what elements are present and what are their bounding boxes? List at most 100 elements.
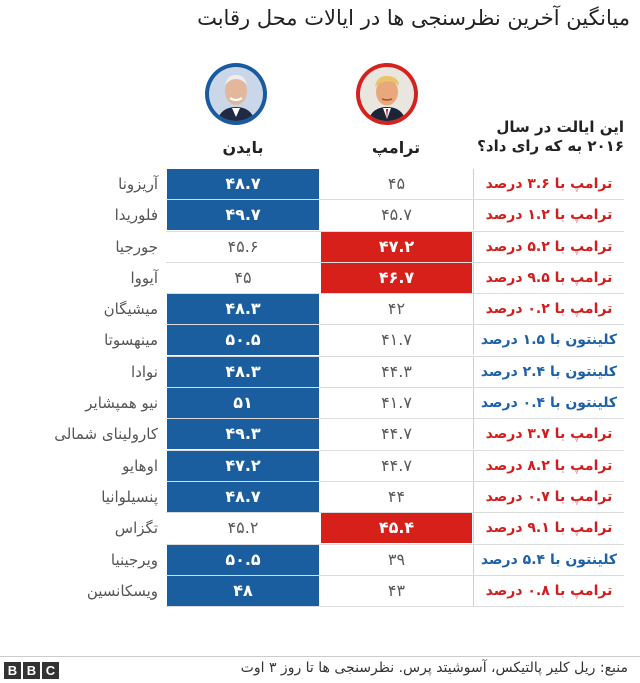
- trump-value: ۴۷.۲: [321, 231, 472, 262]
- biden-value: ۴۵.۲: [167, 513, 319, 544]
- trump-value: ۴۱.۷: [321, 325, 472, 356]
- biden-value: ۴۸.۷: [167, 169, 319, 199]
- trump-value: ۴۴.۷: [321, 419, 472, 450]
- row-divider: [166, 606, 624, 608]
- biden-portrait: [205, 63, 267, 125]
- result-divider: [473, 450, 624, 481]
- bbc-logo-letter: C: [42, 662, 59, 679]
- state-name: مینهسوتا: [104, 331, 158, 350]
- vote-2016-result: ترامپ با ۹.۱ درصد: [485, 520, 613, 537]
- result-divider: [473, 513, 624, 544]
- biden-value: ۴۸: [167, 575, 319, 606]
- state-name: نیو همپشایر: [85, 394, 158, 413]
- trump-value: ۴۴: [321, 481, 472, 512]
- row-divider: [166, 355, 624, 357]
- vote-2016-result: ترامپ با ۳.۶ درصد: [485, 176, 613, 192]
- state-name: جورجیا: [115, 237, 158, 256]
- table-row: مینهسوتا ۵۰.۵ ۴۱.۷ کلینتون با ۱.۵ درصد: [0, 325, 640, 357]
- trump-portrait: [356, 63, 418, 125]
- trump-photo: [360, 67, 414, 121]
- trump-value: ۳۹: [321, 544, 472, 575]
- result-divider: [473, 169, 624, 199]
- state-name: اوهایو: [122, 456, 158, 475]
- row-divider: [166, 574, 624, 576]
- biden-value: ۴۵.۶: [167, 231, 319, 262]
- vote-2016-result: ترامپ با ۱.۲ درصد: [485, 207, 613, 224]
- result-divider: [473, 356, 624, 387]
- biden-value: ۵۱: [167, 388, 319, 419]
- row-divider: [166, 293, 624, 295]
- trump-value: ۴۶.۷: [321, 262, 472, 293]
- table-row: اوهایو ۴۷.۲ ۴۴.۷ ترامپ با ۸.۲ درصد: [0, 450, 640, 482]
- state-name: نوادا: [131, 362, 158, 381]
- result-divider: [473, 544, 624, 575]
- header-trump: ترامپ: [371, 138, 421, 157]
- result-divider: [473, 325, 624, 356]
- row-divider: [166, 261, 624, 263]
- footer-divider: [0, 656, 640, 657]
- row-divider: [166, 480, 624, 482]
- table-row: آیووا ۴۵ ۴۶.۷ ترامپ با ۹.۵ درصد: [0, 262, 640, 295]
- trump-value: ۴۴.۷: [321, 450, 472, 481]
- table-row: کارولینای شمالی ۴۹.۳ ۴۴.۷ ترامپ با ۳.۷ درصد: [0, 419, 640, 451]
- biden-value: ۴۸.۷: [167, 481, 319, 512]
- result-divider: [473, 575, 624, 606]
- result-divider: [473, 200, 624, 231]
- trump-value: ۴۵.۷: [321, 200, 472, 231]
- trump-value: ۴۴.۳: [321, 356, 472, 387]
- vote-2016-result: کلینتون با ۱.۵ درصد: [480, 332, 618, 349]
- state-name: فلوریدا: [114, 206, 158, 225]
- trump-value: ۴۵.۴: [321, 513, 472, 544]
- header-2016-vote: این ایالت در سال ۲۰۱۶ به که رای داد؟: [477, 118, 624, 155]
- row-divider: [166, 387, 624, 389]
- row-divider: [166, 543, 624, 545]
- vote-2016-result: ترامپ با ۰.۸ درصد: [485, 582, 613, 599]
- biden-value: ۴۹.۳: [167, 419, 319, 450]
- bbc-logo-letter: B: [23, 662, 40, 679]
- table-row: میشیگان ۴۸.۳ ۴۲ ترامپ با ۰.۲ درصد: [0, 294, 640, 326]
- state-name: پنسیلوانیا: [101, 487, 158, 506]
- biden-value: ۵۰.۵: [167, 544, 319, 575]
- biden-value: ۴۹.۷: [167, 200, 319, 231]
- table-row: آریزونا ۴۸.۷ ۴۵ ترامپ با ۳.۶ درصد: [0, 169, 640, 201]
- table-row: ویسکانسین ۴۸ ۴۳ ترامپ با ۰.۸ درصد: [0, 575, 640, 608]
- chart-title: میانگین آخرین نظرسنجی ها در ایالات محل ر…: [197, 6, 630, 30]
- row-divider: [166, 449, 624, 451]
- biden-value: ۴۸.۳: [167, 356, 319, 387]
- table-row: نوادا ۴۸.۳ ۴۴.۳ کلینتون با ۲.۴ درصد: [0, 356, 640, 389]
- trump-value: ۴۱.۷: [321, 388, 472, 419]
- trump-value: ۴۳: [321, 575, 472, 606]
- state-name: میشیگان: [103, 300, 158, 319]
- vote-2016-result: ترامپ با ۹.۵ درصد: [485, 269, 613, 286]
- result-divider: [473, 231, 624, 262]
- trump-value: ۴۲: [321, 294, 472, 325]
- state-name: ویسکانسین: [86, 581, 158, 600]
- table-row: فلوریدا ۴۹.۷ ۴۵.۷ ترامپ با ۱.۲ درصد: [0, 200, 640, 232]
- biden-value: ۴۸.۳: [167, 294, 319, 325]
- state-name: آریزونا: [118, 175, 158, 193]
- biden-value: ۵۰.۵: [167, 325, 319, 356]
- trump-value: ۴۵: [321, 169, 472, 199]
- biden-value: ۴۷.۲: [167, 450, 319, 481]
- state-name: آیووا: [130, 268, 158, 287]
- state-name: ویرجینیا: [110, 550, 158, 569]
- header-biden: بایدن: [222, 138, 264, 157]
- vote-2016-result: کلینتون با ۲.۴ درصد: [480, 363, 618, 380]
- row-divider: [166, 324, 624, 326]
- vote-2016-result: ترامپ با ۵.۲ درصد: [485, 238, 613, 255]
- vote-2016-result: ترامپ با ۳.۷ درصد: [485, 426, 613, 443]
- table-row: پنسیلوانیا ۴۸.۷ ۴۴ ترامپ با ۰.۷ درصد: [0, 481, 640, 514]
- vote-2016-result: ترامپ با ۸.۲ درصد: [485, 457, 613, 474]
- result-divider: [473, 262, 624, 293]
- table-row: ویرجینیا ۵۰.۵ ۳۹ کلینتون با ۵.۴ درصد: [0, 544, 640, 576]
- vote-2016-result: ترامپ با ۰.۷ درصد: [485, 488, 613, 505]
- table-row: جورجیا ۴۵.۶ ۴۷.۲ ترامپ با ۵.۲ درصد: [0, 231, 640, 263]
- vote-2016-result: ترامپ با ۰.۲ درصد: [485, 301, 613, 318]
- table-row: نیو همپشایر ۵۱ ۴۱.۷ کلینتون با ۰.۴ درصد: [0, 388, 640, 420]
- state-name: کارولینای شمالی: [54, 425, 158, 444]
- poll-table: آریزونا ۴۸.۷ ۴۵ ترامپ با ۳.۶ درصد فلوریدا ۴۹.…: [0, 169, 640, 608]
- bbc-logo-letter: B: [4, 662, 21, 679]
- row-divider: [166, 230, 624, 232]
- bbc-logo: B B C: [4, 662, 59, 679]
- state-name: تگزاس: [114, 519, 158, 538]
